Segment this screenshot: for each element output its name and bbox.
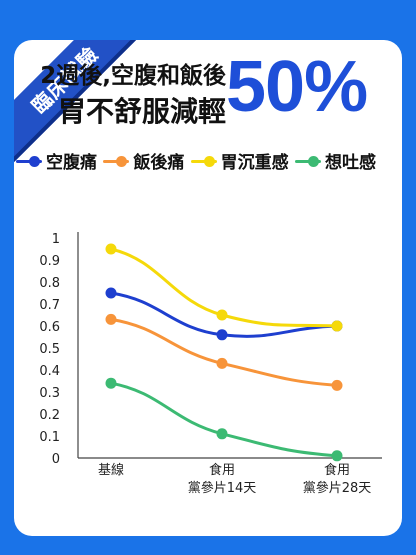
y-tick-label: 0 [52,452,60,467]
legend-label: 想吐感 [324,153,376,173]
legend-item-heaviness: 胃沉重感 [190,148,289,173]
data-point [331,320,343,332]
y-tick-label: 0.6 [39,320,60,335]
data-point [105,377,117,389]
x-tick-label: 食用 [324,462,350,478]
data-point [331,379,343,391]
data-point [216,329,228,341]
y-tick-label: 1 [52,232,60,247]
y-tick-label: 0.8 [39,276,60,291]
data-point [331,450,343,462]
x-tick-label: 黨參片14天 [188,481,257,496]
data-point [216,357,228,369]
headline-percent: 50% [226,47,368,127]
y-tick-label: 0.7 [39,298,60,313]
headline-line1: 2週後,空腹和飯後 [40,63,226,89]
legend-marker [16,155,42,167]
legend-label: 胃沉重感 [220,153,289,173]
data-point [105,287,117,299]
y-tick-label: 0.2 [39,408,60,423]
legend-label: 空腹痛 [46,153,97,173]
y-tick-label: 0.4 [39,364,60,379]
legend-item-fasting-pain: 空腹痛 [16,148,97,173]
y-tick-label: 0.9 [39,254,60,269]
x-tick-label: 基線 [98,462,124,478]
data-point [105,313,117,325]
data-point [216,428,228,440]
legend-marker [103,155,130,167]
legend-label: 飯後痛 [133,153,185,173]
y-tick-label: 0.3 [39,386,60,401]
y-tick-label: 0.5 [39,342,60,357]
legend-marker [294,155,321,167]
x-tick-label: 食用 [209,462,235,478]
chart-legend: 空腹痛 飯後痛 胃沉重感 想吐感 [16,148,376,173]
data-point [216,309,228,321]
series-line [109,381,339,458]
data-point [105,243,117,255]
y-tick-label: 0.1 [39,430,60,445]
legend-marker [190,155,217,167]
headline-line2: 胃不舒服減輕 [57,95,226,128]
x-tick-label: 黨參片28天 [303,481,372,496]
legend-item-nausea: 想吐感 [294,148,376,173]
legend-item-postmeal-pain: 飯後痛 [103,148,184,173]
